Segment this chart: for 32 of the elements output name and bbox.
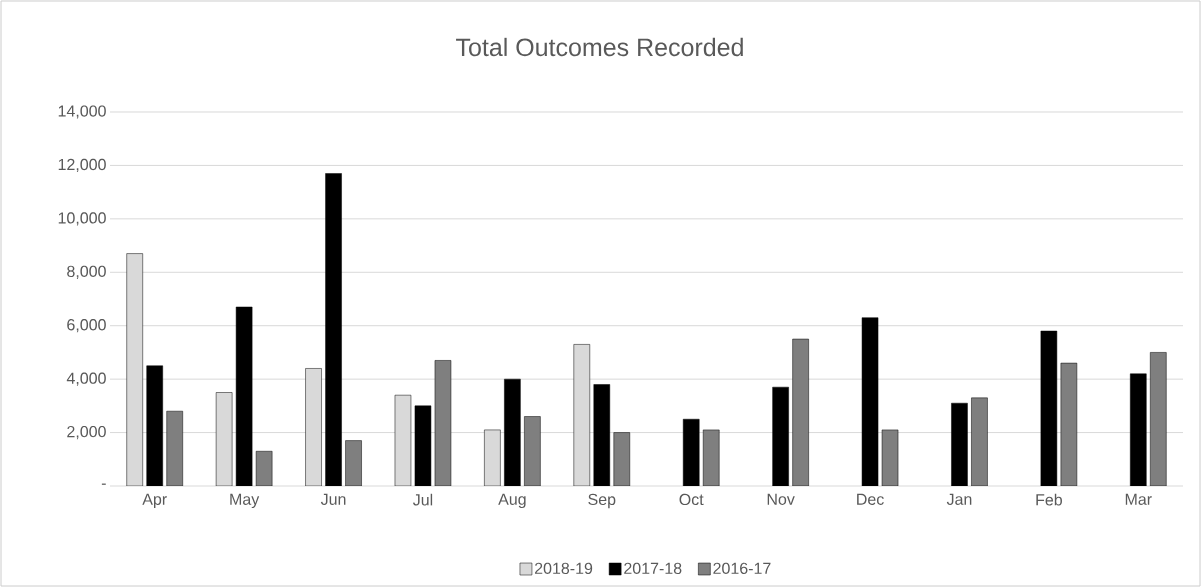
y-tick-label: 4,000	[66, 372, 106, 386]
x-tick-label: Dec	[857, 493, 884, 505]
y-tick-label: 6,000	[67, 319, 106, 333]
x-tick-label: Jan	[946, 493, 972, 505]
bar	[613, 432, 631, 486]
bar	[792, 338, 809, 486]
x-tick-label: Jul	[412, 493, 433, 506]
bar	[702, 429, 720, 486]
x-tick-label: Mar	[1125, 493, 1152, 505]
legend-label: 2017-18	[624, 562, 682, 575]
x-tick-label: May	[230, 493, 260, 509]
y-tick-label: 12,000	[58, 158, 106, 173]
y-tick-label: 2,000	[67, 425, 106, 440]
bar	[524, 416, 541, 486]
y-tick-label: 8,000	[67, 265, 106, 279]
x-tick-label: Feb	[1036, 493, 1062, 506]
x-tick-label: Nov	[767, 493, 795, 505]
bar	[166, 410, 183, 486]
x-tick-label: Oct	[679, 493, 704, 506]
y-tick-label: 10,000	[58, 212, 106, 226]
x-tick-label: Sep	[588, 493, 616, 509]
legend-label: 2016-17	[713, 562, 771, 575]
chart-title: Total Outcomes Recorded	[456, 37, 743, 57]
bar	[1150, 352, 1167, 486]
x-tick-label: Apr	[142, 493, 167, 509]
y-tick-label: -	[101, 483, 106, 485]
x-tick-label: Aug	[498, 493, 526, 509]
legend-label: 2018-19	[535, 562, 593, 575]
x-tick-label: Jun	[320, 493, 346, 505]
y-tick-label: 14,000	[58, 105, 106, 119]
bar	[345, 440, 362, 486]
bar	[971, 397, 988, 486]
